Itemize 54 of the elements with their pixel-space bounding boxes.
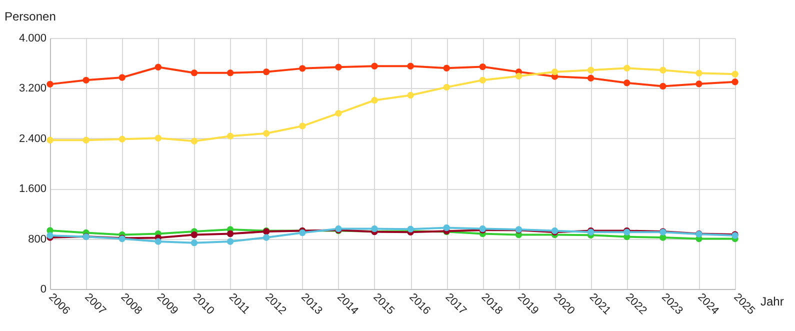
point [190,231,198,238]
point [371,62,378,70]
point [46,80,54,88]
point [371,96,378,104]
point [623,64,630,72]
point [407,62,414,70]
point [443,64,450,72]
point [299,65,306,72]
point [732,70,738,78]
point [660,66,666,74]
point [262,130,270,137]
y-tick-label: 2.400 [18,132,46,145]
point [154,134,162,142]
point [443,84,450,91]
point [443,224,450,232]
point [190,138,198,144]
y-tick-label: 0 [40,284,46,296]
point [226,230,234,238]
point [226,69,234,76]
point [407,92,414,99]
point [299,122,306,130]
point [335,64,342,70]
y-tick-label: 3.200 [18,82,46,95]
point [587,66,594,74]
point [262,68,270,76]
point [226,132,234,140]
point [660,82,666,90]
point [479,63,486,70]
y-axis-title: Personen [4,10,56,24]
point [190,69,198,76]
point [226,238,234,245]
point [551,68,558,76]
point [154,64,162,70]
point [82,136,90,144]
point [479,76,486,84]
point [154,238,162,245]
point [190,239,198,246]
x-axis-title: Jahr [760,294,784,308]
point [732,78,738,86]
point [696,80,702,88]
y-tick-label: 1.600 [18,183,46,196]
point [335,110,342,117]
point [696,70,702,76]
point [371,225,378,232]
point [262,234,270,241]
point [587,74,594,82]
point [118,74,126,81]
y-tick-label: 800 [28,233,46,246]
point [515,72,522,80]
point [46,136,54,144]
point [82,76,90,84]
point [118,136,126,142]
point [623,80,630,86]
y-tick-label: 4.000 [18,32,46,44]
